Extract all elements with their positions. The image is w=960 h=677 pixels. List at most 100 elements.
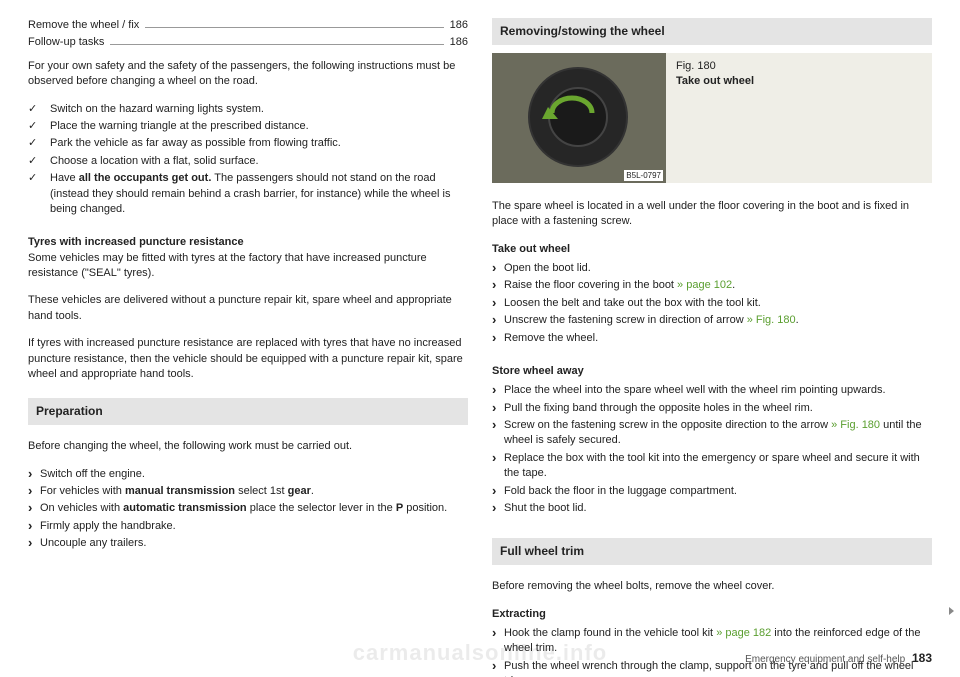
text: Uncouple any trailers.: [40, 536, 146, 551]
list-item: › Unscrew the fastening screw in directi…: [492, 313, 932, 328]
page-footer: Emergency equipment and self-help 183: [745, 650, 932, 667]
list-item: ›Loosen the belt and take out the box wi…: [492, 296, 932, 311]
toc-label: Follow-up tasks: [28, 35, 104, 50]
arrow-icon: ›: [492, 659, 504, 677]
toc-label: Remove the wheel / fix: [28, 18, 139, 33]
text: Unscrew the fastening screw in direction…: [504, 313, 799, 328]
check-text: Choose a location with a flat, solid sur…: [50, 154, 259, 169]
arrow-icon: ›: [28, 501, 40, 516]
text: Switch off the engine.: [40, 467, 145, 482]
subheading: Extracting: [492, 607, 932, 622]
arrow-icon: ›: [492, 418, 504, 449]
list-item: ›Pull the fixing band through the opposi…: [492, 401, 932, 416]
toc-row: Remove the wheel / fix 186: [28, 18, 468, 33]
text: Open the boot lid.: [504, 261, 591, 276]
text: For vehicles with manual transmission se…: [40, 484, 314, 499]
toc-page: 186: [450, 18, 468, 33]
subheading: Take out wheel: [492, 242, 932, 257]
figure-image: B5L-0797: [492, 53, 666, 183]
continue-triangle-icon: [949, 607, 954, 615]
figure-caption: Fig. 180 Take out wheel: [666, 53, 764, 183]
text: Pull the fixing band through the opposit…: [504, 401, 813, 416]
list-item: ›Shut the boot lid.: [492, 501, 932, 516]
text: Firmly apply the handbrake.: [40, 519, 176, 534]
figure-number: Fig. 180: [676, 60, 716, 72]
text: Have: [50, 172, 79, 184]
list-item: ›Fold back the floor in the luggage comp…: [492, 484, 932, 499]
text: Fold back the floor in the luggage compa…: [504, 484, 737, 499]
paragraph: If tyres with increased puncture resista…: [28, 336, 468, 382]
arrow-icon: ›: [492, 383, 504, 398]
list-item: ›Switch off the engine.: [28, 467, 468, 482]
check-icon: ✓: [28, 119, 50, 134]
list-item: › Raise the floor covering in the boot »…: [492, 278, 932, 293]
rotation-arrow-icon: [542, 93, 602, 123]
arrow-icon: ›: [492, 331, 504, 346]
page: Remove the wheel / fix 186 Follow-up tas…: [0, 0, 960, 677]
text-bold: all the occupants get out.: [79, 172, 212, 184]
arrow-icon: ›: [28, 536, 40, 551]
list-item: › For vehicles with manual transmission …: [28, 484, 468, 499]
fig-ref: » Fig. 180: [831, 419, 880, 431]
arrow-icon: ›: [28, 519, 40, 534]
text: Loosen the belt and take out the box wit…: [504, 296, 761, 311]
list-item: ›Place the wheel into the spare wheel we…: [492, 383, 932, 398]
arrow-icon: ›: [492, 401, 504, 416]
arrow-icon: ›: [492, 261, 504, 276]
paragraph: Some vehicles may be fitted with tyres a…: [28, 252, 427, 279]
text: On vehicles with automatic transmission …: [40, 501, 447, 516]
preparation-list: ›Switch off the engine. › For vehicles w…: [28, 465, 468, 554]
toc-page: 186: [450, 35, 468, 50]
list-item: ›Open the boot lid.: [492, 261, 932, 276]
footer-text: Emergency equipment and self-help: [745, 654, 905, 665]
check-item: ✓Choose a location with a flat, solid su…: [28, 154, 468, 169]
arrow-icon: ›: [28, 484, 40, 499]
section-heading-preparation: Preparation: [28, 398, 468, 425]
list-item: › On vehicles with automatic transmissio…: [28, 501, 468, 516]
intro-paragraph: For your own safety and the safety of th…: [28, 59, 468, 90]
figure-code: B5L-0797: [624, 170, 663, 181]
check-item: ✓ Have all the occupants get out. The pa…: [28, 171, 468, 217]
toc-leader: [145, 27, 443, 28]
check-text: Have all the occupants get out. The pass…: [50, 171, 468, 217]
list-item: ›Remove the wheel.: [492, 331, 932, 346]
list-item: ›Firmly apply the handbrake.: [28, 519, 468, 534]
page-ref: » page 182: [716, 627, 771, 639]
fig-ref: » Fig. 180: [747, 314, 796, 326]
section-heading-removing: Removing/stowing the wheel: [492, 18, 932, 45]
check-icon: ✓: [28, 154, 50, 169]
arrow-icon: ›: [492, 278, 504, 293]
check-text: Place the warning triangle at the prescr…: [50, 119, 309, 134]
paragraph: These vehicles are delivered without a p…: [28, 293, 468, 324]
right-column: Removing/stowing the wheel B5L-0797 Fig.…: [492, 18, 932, 665]
page-number: 183: [912, 651, 932, 665]
arrow-icon: ›: [492, 313, 504, 328]
text-bold: Tyres with increased puncture resistance: [28, 236, 244, 248]
check-item: ✓Park the vehicle as far away as possibl…: [28, 136, 468, 151]
check-text: Switch on the hazard warning lights syst…: [50, 102, 264, 117]
subheading: Tyres with increased puncture resistance…: [28, 235, 468, 281]
arrow-icon: ›: [492, 626, 504, 657]
check-item: ✓Place the warning triangle at the presc…: [28, 119, 468, 134]
text: Shut the boot lid.: [504, 501, 587, 516]
take-out-list: ›Open the boot lid. › Raise the floor co…: [492, 259, 932, 348]
check-text: Park the vehicle as far away as possible…: [50, 136, 341, 151]
check-icon: ✓: [28, 136, 50, 151]
toc-leader: [110, 44, 443, 45]
text: Place the wheel into the spare wheel wel…: [504, 383, 886, 398]
list-item: › Screw on the fastening screw in the op…: [492, 418, 932, 449]
text: Raise the floor covering in the boot » p…: [504, 278, 735, 293]
arrow-icon: ›: [492, 484, 504, 499]
paragraph: The spare wheel is located in a well und…: [492, 199, 932, 230]
check-item: ✓Switch on the hazard warning lights sys…: [28, 102, 468, 117]
arrow-icon: ›: [492, 451, 504, 482]
text: Replace the box with the tool kit into t…: [504, 451, 932, 482]
paragraph: Before changing the wheel, the following…: [28, 439, 468, 454]
arrow-icon: ›: [492, 296, 504, 311]
check-icon: ✓: [28, 171, 50, 217]
text: Remove the wheel.: [504, 331, 598, 346]
store-list: ›Place the wheel into the spare wheel we…: [492, 381, 932, 518]
safety-checklist: ✓Switch on the hazard warning lights sys…: [28, 100, 468, 220]
figure-block: B5L-0797 Fig. 180 Take out wheel: [492, 53, 932, 183]
paragraph: Before removing the wheel bolts, remove …: [492, 579, 932, 594]
